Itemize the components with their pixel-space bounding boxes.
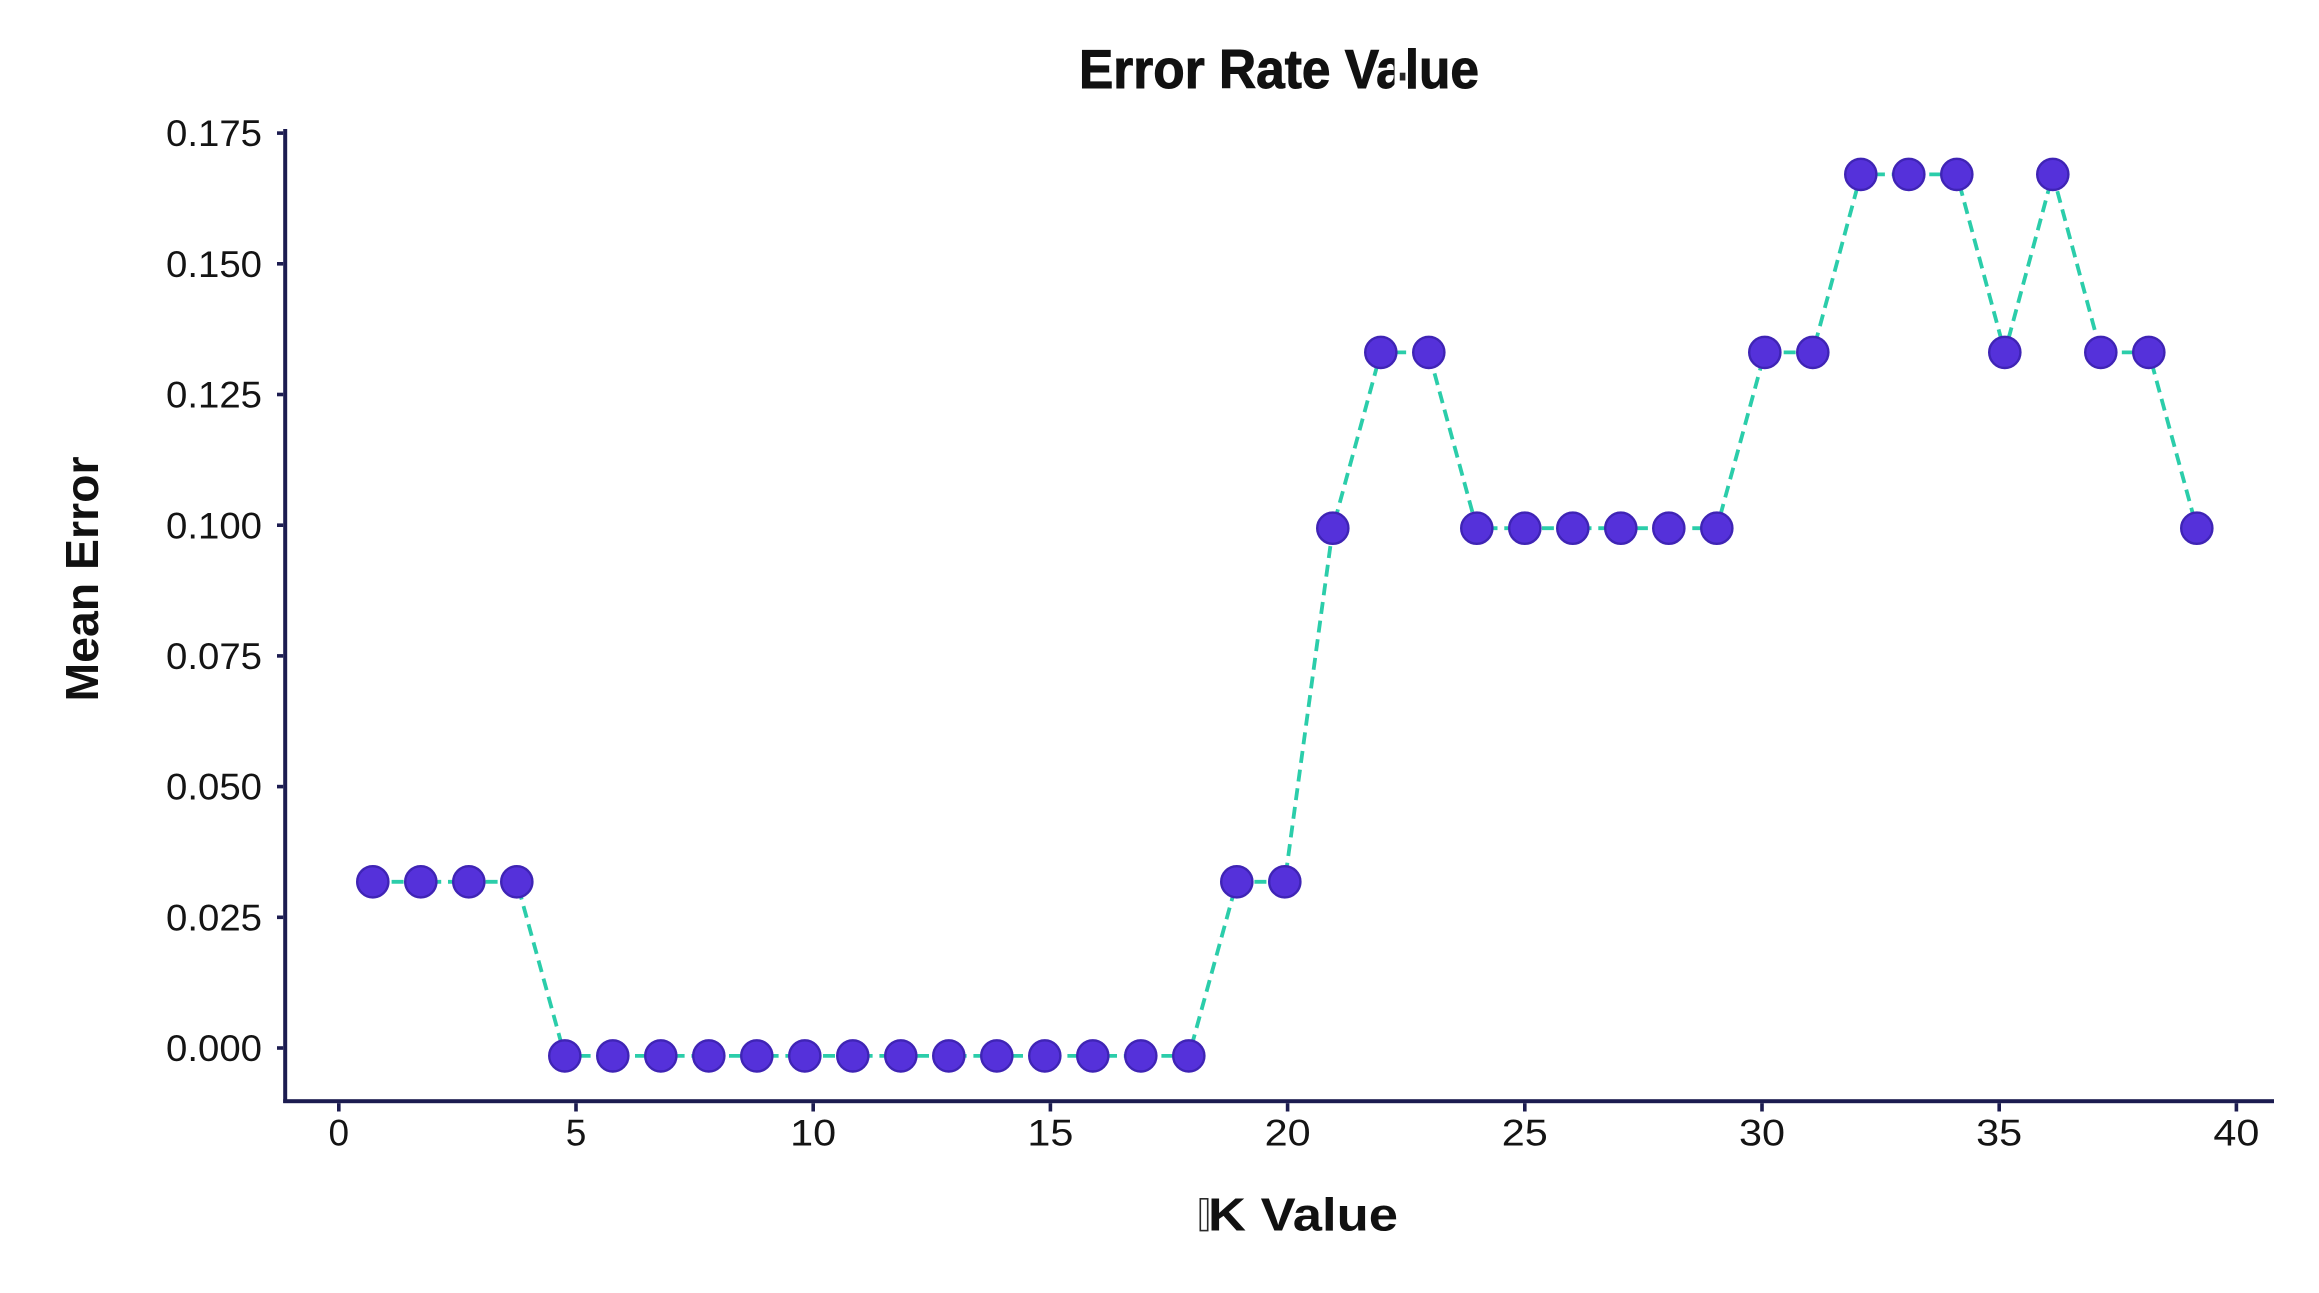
svg-text:Error Rate Value: Error Rate Value: [1079, 38, 1479, 100]
svg-text:30: 30: [1739, 1113, 1785, 1154]
svg-text:25: 25: [1502, 1113, 1548, 1154]
svg-text:0.150: 0.150: [166, 244, 262, 285]
svg-text:0.025: 0.025: [166, 897, 262, 938]
svg-text:0.100: 0.100: [166, 505, 262, 546]
svg-text:Mean Error: Mean Error: [56, 456, 108, 701]
svg-text:0.075: 0.075: [166, 636, 262, 677]
svg-text:0.175: 0.175: [166, 113, 262, 154]
svg-text:0.000: 0.000: [166, 1028, 262, 1069]
svg-text:15: 15: [1027, 1113, 1073, 1154]
svg-text:0.125: 0.125: [166, 375, 262, 416]
svg-text:K Value: K Value: [1208, 1188, 1398, 1240]
svg-text:35: 35: [1976, 1113, 2022, 1154]
svg-text:10: 10: [790, 1113, 836, 1154]
svg-text:5: 5: [566, 1113, 587, 1154]
svg-text:40: 40: [2213, 1113, 2259, 1154]
svg-text:0.050: 0.050: [166, 767, 262, 808]
svg-text:0: 0: [329, 1113, 350, 1154]
svg-text:20: 20: [1265, 1113, 1311, 1154]
